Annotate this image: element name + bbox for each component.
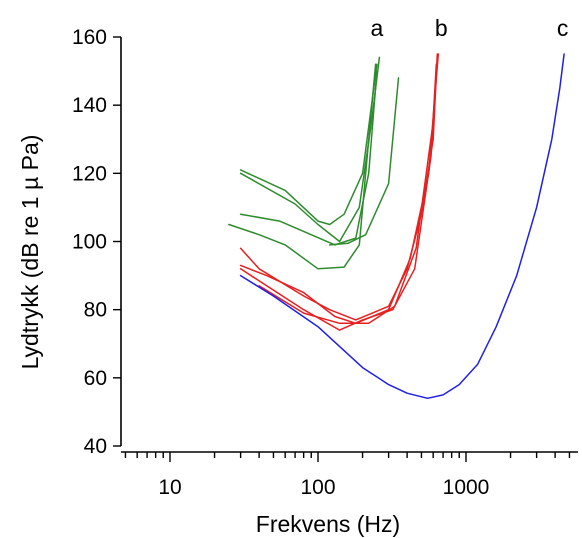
x-tick-label-1000: 1000 xyxy=(443,476,490,499)
curve-labels: a b c xyxy=(370,15,568,41)
y-tick-label-140: 140 xyxy=(72,94,107,117)
curve-label-b: b xyxy=(435,15,448,41)
series-b-line-9 xyxy=(258,121,434,325)
y-tick-label-100: 100 xyxy=(72,231,107,254)
series-b-line-8 xyxy=(239,63,438,331)
series-a-line-3 xyxy=(239,70,378,246)
series-layer xyxy=(228,53,565,400)
y-tick-label-80: 80 xyxy=(84,299,107,322)
series-c-line-10 xyxy=(239,53,565,400)
series-b-line-6 xyxy=(239,53,439,321)
x-axis-ticks: 10 100 1000 xyxy=(124,452,571,499)
y-tick-label-120: 120 xyxy=(72,162,107,185)
x-tick-label-100: 100 xyxy=(300,476,335,499)
y-axis-ticks: 40 60 80 100 120 140 160 xyxy=(72,26,121,458)
series-a-line-2 xyxy=(239,56,381,243)
x-tick-label-10: 10 xyxy=(158,476,181,499)
curve-label-c: c xyxy=(557,15,569,41)
y-tick-label-40: 40 xyxy=(84,435,107,458)
series-b-line-7 xyxy=(239,53,440,325)
series-a-line-1 xyxy=(239,63,378,226)
y-tick-label-160: 160 xyxy=(72,26,107,49)
y-axis-title: Lydtrykk (dB re 1 µ Pa) xyxy=(17,135,43,370)
x-axis-title: Frekvens (Hz) xyxy=(256,511,400,537)
series-a-line-4 xyxy=(228,63,377,270)
series-a-line-5 xyxy=(328,77,400,246)
curve-label-a: a xyxy=(370,15,383,41)
y-tick-label-60: 60 xyxy=(84,367,107,390)
